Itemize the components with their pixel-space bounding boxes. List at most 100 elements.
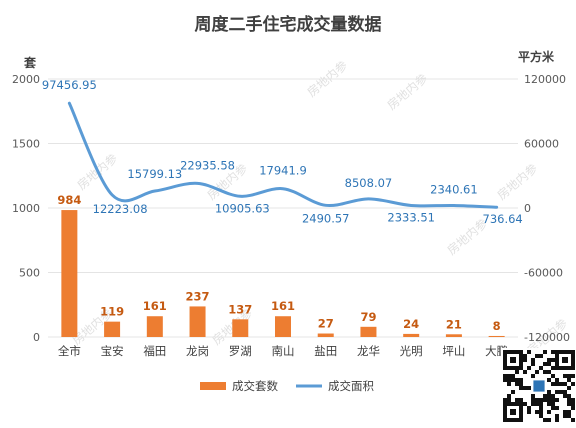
qr-module [551, 402, 555, 406]
qr-module [527, 406, 531, 410]
qr-module [551, 358, 555, 362]
qr-module [507, 378, 511, 382]
area-line [67, 101, 499, 209]
qr-module [503, 374, 507, 378]
qr-module [527, 410, 531, 414]
category-label: 福田 [143, 344, 166, 358]
qr-module [555, 398, 559, 402]
bar [275, 316, 291, 337]
bar-value-label: 27 [318, 317, 334, 331]
qr-module [547, 418, 551, 422]
line-value-label: 736.64 [483, 212, 523, 226]
line-value-label: 2340.61 [430, 182, 478, 196]
qr-module [563, 414, 567, 418]
qr-module [567, 410, 571, 414]
qr-module [535, 410, 539, 414]
qr-module [543, 350, 547, 354]
left-tick-label: 500 [19, 267, 40, 280]
qr-module [571, 382, 575, 386]
qr-module [571, 418, 575, 422]
qr-module [539, 406, 543, 410]
qr-module [547, 402, 551, 406]
bar-value-label: 237 [186, 289, 210, 303]
qr-module [515, 378, 519, 382]
bar-value-label: 8 [493, 319, 501, 333]
qr-module [571, 374, 575, 378]
bar-value-label: 24 [403, 317, 419, 331]
qr-module [539, 414, 543, 418]
bar-value-label: 984 [57, 193, 81, 207]
qr-module [519, 398, 523, 402]
qr-module [523, 370, 527, 374]
qr-module [527, 386, 531, 390]
bar-data-labels: 984 119 161 237 137 161 27 79 24 21 8 [57, 193, 500, 333]
qr-module [531, 358, 535, 362]
qr-module [551, 394, 555, 398]
qr-module [531, 362, 535, 366]
qr-module [519, 386, 523, 390]
bar-value-label: 137 [228, 302, 252, 316]
qr-module [527, 366, 531, 370]
qr-module [571, 402, 575, 406]
qr-module [567, 378, 571, 382]
qr-module [531, 402, 535, 406]
bar [104, 321, 121, 337]
qr-module [551, 398, 555, 402]
qr-module [507, 382, 511, 386]
right-tick-label: 120000 [524, 73, 566, 86]
qr-module [555, 414, 559, 418]
qr-module [511, 390, 515, 394]
qr-module [543, 418, 547, 422]
bar-value-label: 161 [143, 299, 167, 313]
qr-module [559, 390, 563, 394]
qr-finder-core [510, 357, 516, 363]
line-value-label: 15799.13 [127, 167, 182, 181]
category-label: 南山 [272, 344, 295, 358]
qr-logo [533, 380, 545, 392]
line-value-label: 97456.95 [42, 78, 97, 92]
qr-module [547, 394, 551, 398]
qr-module [551, 350, 555, 354]
legend-label-line: 成交面积 [328, 379, 374, 393]
category-label: 龙岗 [186, 344, 209, 358]
qr-module [555, 406, 559, 410]
right-axis-unit: 平方米 [518, 49, 555, 64]
qr-module [555, 390, 559, 394]
qr-module [531, 394, 535, 398]
qr-module [563, 410, 567, 414]
qr-module [539, 354, 543, 358]
qr-module [567, 386, 571, 390]
qr-module [535, 370, 539, 374]
qr-module [507, 394, 511, 398]
qr-module [531, 374, 535, 378]
category-label: 罗湖 [229, 344, 252, 358]
category-label: 宝安 [101, 344, 124, 358]
qr-module [535, 398, 539, 402]
qr-module [503, 378, 507, 382]
bar [146, 316, 163, 337]
legend-label-bars: 成交套数 [232, 379, 278, 393]
bar-value-label: 119 [100, 305, 124, 319]
line-series [67, 101, 499, 209]
qr-module [511, 374, 515, 378]
qr-module [523, 402, 527, 406]
qr-module [567, 374, 571, 378]
category-labels: 全市 宝安 福田 龙岗 罗湖 南山 盐田 龙华 光明 坪山 大鹏 [58, 344, 508, 358]
left-tick-label: 2000 [12, 73, 40, 86]
line-value-label: 12223.08 [93, 202, 148, 216]
legend-swatch-bars [200, 382, 226, 390]
line-value-label: 2490.57 [302, 211, 350, 225]
qr-module [547, 370, 551, 374]
qr-module [571, 398, 575, 402]
bar-value-label: 21 [446, 317, 462, 331]
left-tick-label: 1000 [12, 202, 40, 215]
bar [61, 210, 78, 337]
qr-finder-core [510, 409, 516, 415]
qr-module [519, 382, 523, 386]
bar-series [61, 210, 505, 337]
left-axis-ticks: 0 500 1000 1500 2000 [12, 73, 40, 344]
qr-module [507, 398, 511, 402]
bar [189, 306, 206, 337]
qr-module [535, 402, 539, 406]
